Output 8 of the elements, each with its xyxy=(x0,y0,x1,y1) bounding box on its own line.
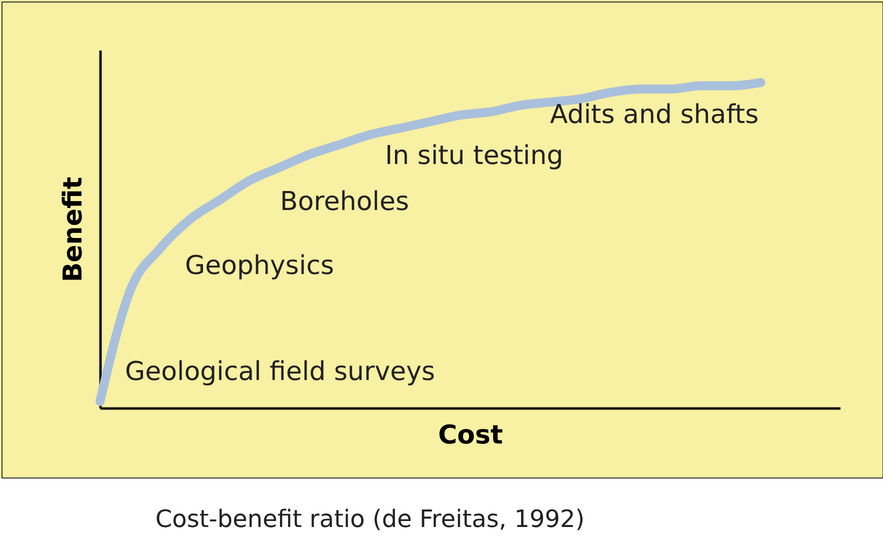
text: Cost-benefit ratio (de Freitas, 1992) xyxy=(155,505,585,533)
x-axis-title: Cost xyxy=(438,420,503,450)
y-axis-title: Benefit xyxy=(58,176,88,282)
annotation: Boreholes xyxy=(280,187,410,217)
annotation: Geological field surveys xyxy=(125,357,436,387)
annotation: Adits and shafts xyxy=(550,100,759,130)
annotation: Geophysics xyxy=(185,251,334,281)
annotation: In situ testing xyxy=(385,141,564,171)
